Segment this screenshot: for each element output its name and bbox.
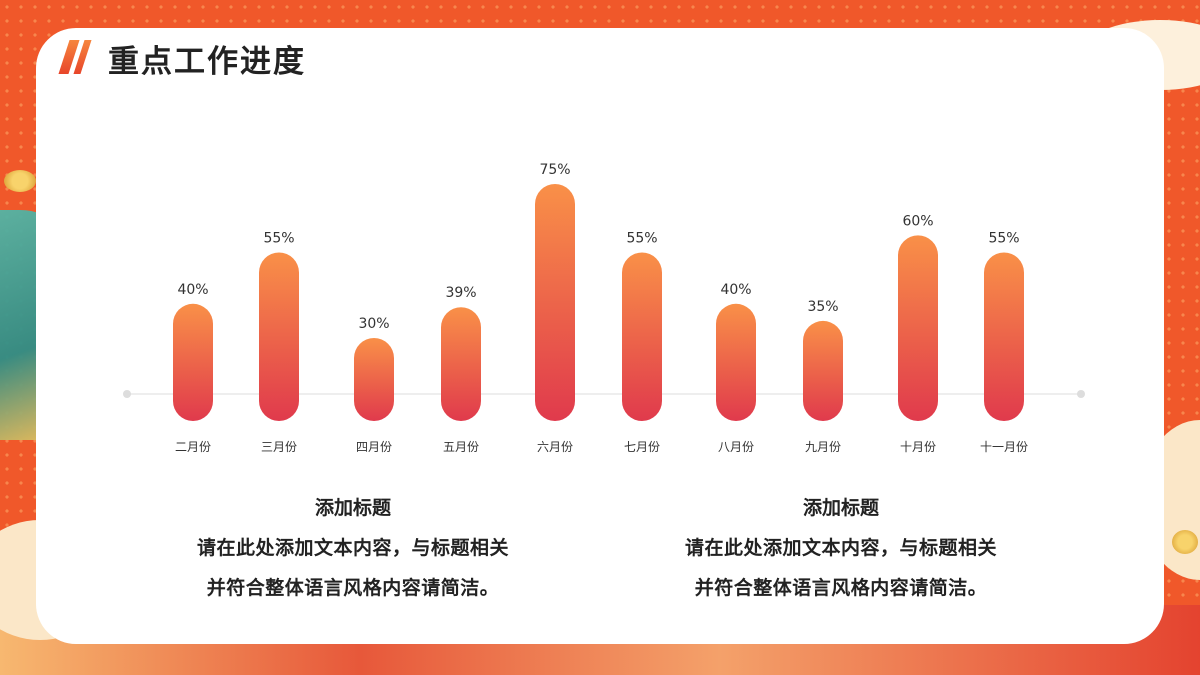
data-label: 40%	[720, 282, 751, 298]
text-block-left: 添加标题 请在此处添加文本内容，与标题相关并符合整体语言风格内容请简洁。	[188, 488, 518, 608]
data-label: 55%	[626, 230, 657, 246]
data-label: 39%	[445, 285, 476, 301]
baseline-endpoint	[1077, 390, 1085, 398]
x-tick-label: 二月份	[175, 440, 211, 454]
content-card	[36, 28, 1164, 644]
x-tick-label: 八月份	[718, 440, 754, 454]
x-tick-label: 九月份	[805, 440, 841, 454]
data-label: 40%	[177, 282, 208, 298]
data-label: 75%	[539, 162, 570, 178]
data-label: 60%	[902, 213, 933, 229]
x-tick-label: 十一月份	[980, 440, 1028, 454]
text-block-title: 添加标题	[314, 497, 391, 519]
text-block-body: 请在此处添加文本内容，与标题相关并符合整体语言风格内容请简洁。	[196, 537, 509, 599]
coin-icon	[1172, 530, 1198, 554]
x-tick-label: 十月份	[900, 440, 936, 454]
x-tick-label: 三月份	[261, 440, 297, 454]
coin-icon	[4, 170, 36, 192]
bar-6	[622, 252, 662, 421]
bar-5	[535, 184, 575, 421]
text-block-body: 请在此处添加文本内容，与标题相关并符合整体语言风格内容请简洁。	[684, 537, 997, 599]
progress-bar-chart: 40% 二月份 55% 三月份 30% 四月份 39% 五月份 75% 六月份 55% 七月份 40% 八…	[123, 162, 1085, 454]
bar-10	[984, 252, 1024, 421]
data-label: 55%	[263, 230, 294, 246]
bar-7	[716, 303, 756, 421]
page-title: 重点工作进度	[108, 44, 306, 80]
baseline-endpoint	[123, 390, 131, 398]
bar-1	[173, 303, 213, 421]
bar-4	[441, 307, 481, 421]
data-label: 35%	[807, 299, 838, 315]
bar-9	[898, 235, 938, 421]
data-label: 55%	[988, 230, 1019, 246]
text-block-right: 添加标题 请在此处添加文本内容，与标题相关并符合整体语言风格内容请简洁。	[676, 488, 1006, 608]
x-tick-label: 六月份	[537, 440, 573, 454]
x-tick-label: 四月份	[356, 440, 392, 454]
x-tick-label: 五月份	[443, 440, 479, 454]
data-label: 30%	[358, 316, 389, 332]
bar-8	[803, 320, 843, 421]
x-tick-label: 七月份	[624, 440, 660, 454]
bar-2	[259, 252, 299, 421]
bar-3	[354, 338, 394, 421]
text-block-title: 添加标题	[802, 497, 879, 519]
